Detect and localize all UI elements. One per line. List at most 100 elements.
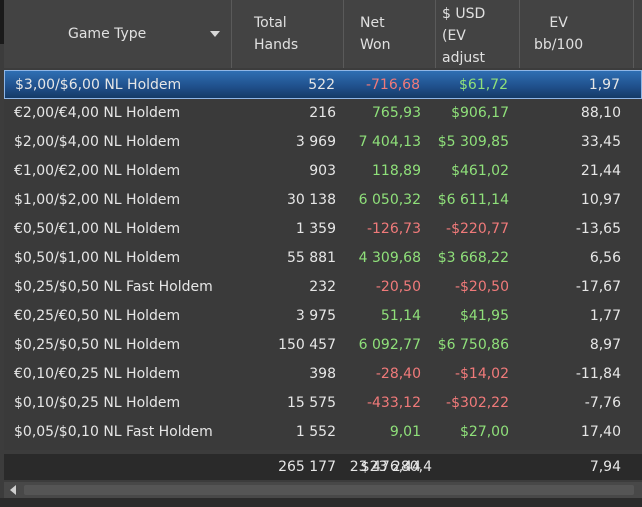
sort-desc-icon[interactable] <box>210 31 220 37</box>
game-type-cell: €2,00/€4,00 NL Holdem <box>14 105 181 121</box>
table-row[interactable]: $0,50/$1,00 NL Holdem 55 881 4 309,68 $3 66… <box>4 244 642 273</box>
table-row[interactable]: €0,25/€0,50 NL Holdem 3 975 51,14 $41,95 1,7… <box>4 302 642 331</box>
net-won-cell: -433,12 <box>366 395 421 411</box>
game-type-cell: $0,25/$0,50 NL Holdem <box>14 337 181 353</box>
totals-row: 265 177 23 476,44 $23 280,4 7,94 <box>4 454 642 480</box>
ev-bb100-cell: 17,40 <box>580 424 621 440</box>
total-hands-cell: 15 575 <box>287 395 336 411</box>
usd-label-line1: $ USD <box>442 6 486 22</box>
ev-bb100-cell: 6,56 <box>589 250 621 266</box>
ev-bb100-cell: 8,97 <box>589 337 621 353</box>
table-row[interactable]: €0,10/€0,25 NL Holdem 398 -28,40 -$14,02 -11… <box>4 360 642 389</box>
table-body: $3,00/$6,00 NL Holdem 522 -716,68 $61,72 1,9… <box>4 70 642 450</box>
net-won-cell: 9,01 <box>389 424 421 440</box>
usd-ev-adjusted-cell: $6 611,14 <box>437 192 509 208</box>
table-row[interactable]: $0,05/$0,10 NL Fast Holdem 1 552 9,01 $27,0… <box>4 418 642 447</box>
total-usd-value: $23 280,4 <box>360 459 432 475</box>
total-hands-cell: 1 552 <box>295 424 336 440</box>
usd-ev-adjusted-cell: $461,02 <box>451 163 509 179</box>
game-type-cell: $2,00/$4,00 NL Holdem <box>14 134 181 150</box>
game-type-cell: $3,00/$6,00 NL Holdem <box>15 77 182 93</box>
usd-ev-adjusted-cell: $906,17 <box>451 105 509 121</box>
table-row[interactable]: $0,25/$0,50 NL Fast Holdem 232 -20,50 -$20,… <box>4 273 642 302</box>
table-row[interactable]: $0,25/$0,50 NL Holdem 150 457 6 092,77 $6 7… <box>4 331 642 360</box>
game-type-cell: $0,25/$0,50 NL Fast Holdem <box>14 279 213 295</box>
table-row[interactable]: $2,00/$4,00 NL Holdem 3 969 7 404,13 $5 309… <box>4 128 642 157</box>
net-won-label-line1: Net <box>360 15 385 31</box>
usd-ev-adjusted-cell: $5 309,85 <box>437 134 509 150</box>
column-header-net-won[interactable]: Net Won <box>344 0 436 68</box>
total-hands-cell: 903 <box>309 163 336 179</box>
ev-bb100-cell: 1,97 <box>588 77 620 93</box>
usd-ev-adjusted-cell: -$220,77 <box>446 221 509 237</box>
scrollbar-track[interactable] <box>24 485 634 495</box>
scroll-left-arrow-icon[interactable] <box>6 484 20 496</box>
net-won-cell: -126,73 <box>366 221 421 237</box>
usd-ev-adjusted-cell: $27,00 <box>460 424 509 440</box>
net-won-cell: 6 092,77 <box>358 337 421 353</box>
column-header-game-type[interactable]: Game Type <box>4 0 232 68</box>
table-row[interactable]: €2,00/€4,00 NL Holdem 216 765,93 $906,17 88,… <box>4 99 642 128</box>
window-edge <box>0 0 4 44</box>
ev-bb100-cell: -17,67 <box>575 279 621 295</box>
total-hands-label-line2: Hands <box>254 37 299 53</box>
usd-ev-adjusted-cell: -$14,02 <box>454 366 509 382</box>
net-won-cell: 51,14 <box>380 308 421 324</box>
ev-bb100-cell: 21,44 <box>580 163 621 179</box>
ev-label-line2: bb/100 <box>534 37 584 53</box>
usd-ev-adjusted-cell: -$302,22 <box>446 395 509 411</box>
game-type-cell: $0,50/$1,00 NL Holdem <box>14 250 181 266</box>
column-header-filler <box>634 0 642 68</box>
game-type-cell: €0,25/€0,50 NL Holdem <box>14 308 181 324</box>
column-header-total-hands[interactable]: Total Hands <box>232 0 344 68</box>
total-hands-label-line1: Total <box>254 15 287 31</box>
table-row[interactable]: $1,00/$2,00 NL Holdem 30 138 6 050,32 $6 61… <box>4 186 642 215</box>
column-header-usd-ev-adjusted[interactable]: $ USD (EV adjust <box>436 0 520 68</box>
net-won-label-line2: Won <box>360 37 391 53</box>
column-header-ev-bb100[interactable]: EV bb/100 <box>520 0 634 68</box>
table-row[interactable]: €1,00/€2,00 NL Holdem 903 118,89 $461,02 21,… <box>4 157 642 186</box>
total-hands-cell: 3 969 <box>295 134 336 150</box>
total-hands-cell: 398 <box>309 366 336 382</box>
total-hands-cell: 232 <box>309 279 336 295</box>
total-hands-cell: 3 975 <box>295 308 336 324</box>
total-net-won-value: 23 476,44 <box>349 459 421 475</box>
bottom-edge <box>0 498 642 507</box>
game-type-cell: $1,00/$2,00 NL Holdem <box>14 192 181 208</box>
game-type-label: Game Type <box>68 26 147 42</box>
usd-ev-adjusted-cell: $3 668,22 <box>437 250 509 266</box>
table-row[interactable]: €0,50/€1,00 NL Holdem 1 359 -126,73 -$220,7… <box>4 215 642 244</box>
total-hands-cell: 1 359 <box>295 221 336 237</box>
net-won-cell: 118,89 <box>372 163 421 179</box>
total-hands-cell: 216 <box>309 105 336 121</box>
usd-ev-adjusted-cell: $41,95 <box>460 308 509 324</box>
total-hands-cell: 55 881 <box>287 250 336 266</box>
total-hands-cell: 30 138 <box>287 192 336 208</box>
usd-ev-adjusted-cell: $61,72 <box>459 77 508 93</box>
horizontal-scrollbar[interactable] <box>4 482 642 498</box>
ev-label-line1: EV <box>549 15 568 31</box>
ev-bb100-cell: 88,10 <box>580 105 621 121</box>
net-won-cell: 4 309,68 <box>358 250 421 266</box>
total-hands-value: 265 177 <box>278 459 336 475</box>
table-row[interactable]: $0,10/$0,25 NL Holdem 15 575 -433,12 -$302,… <box>4 389 642 418</box>
game-type-cell: $0,10/$0,25 NL Holdem <box>14 395 181 411</box>
total-hands-cell: 150 457 <box>278 337 336 353</box>
game-type-cell: €1,00/€2,00 NL Holdem <box>14 163 181 179</box>
table-header: Game Type Total Hands Net Won $ USD (EV … <box>4 0 642 68</box>
net-won-cell: -28,40 <box>375 366 421 382</box>
net-won-cell: 7 404,13 <box>358 134 421 150</box>
game-type-cell: €0,10/€0,25 NL Holdem <box>14 366 181 382</box>
ev-bb100-cell: -7,76 <box>584 395 621 411</box>
net-won-cell: 765,93 <box>372 105 421 121</box>
game-type-cell: €0,50/€1,00 NL Holdem <box>14 221 181 237</box>
usd-label-line2: (EV <box>442 28 466 44</box>
usd-ev-adjusted-cell: $6 750,86 <box>437 337 509 353</box>
total-ev-value: 7,94 <box>589 459 621 475</box>
ev-bb100-cell: 1,77 <box>589 308 621 324</box>
ev-bb100-cell: 10,97 <box>580 192 621 208</box>
ev-bb100-cell: -13,65 <box>575 221 621 237</box>
table-row[interactable]: $3,00/$6,00 NL Holdem 522 -716,68 $61,72 1,9… <box>4 70 642 99</box>
ev-bb100-cell: 33,45 <box>580 134 621 150</box>
net-won-cell: -716,68 <box>365 77 420 93</box>
